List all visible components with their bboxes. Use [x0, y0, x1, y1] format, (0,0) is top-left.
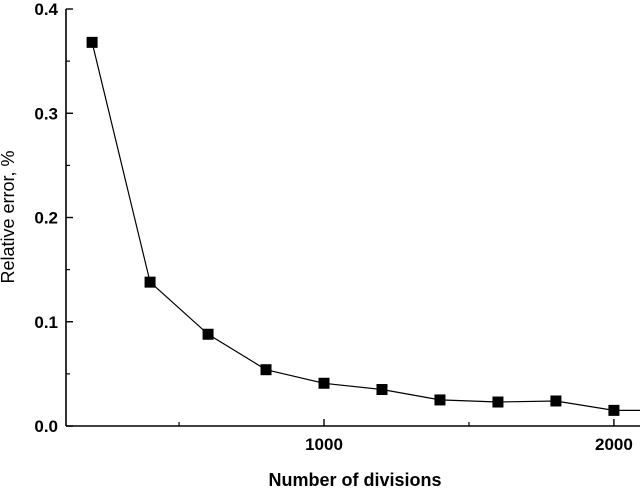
y-tick-label: 0.1 [34, 313, 58, 332]
data-point-marker [550, 395, 562, 407]
data-point-marker [86, 36, 98, 48]
x-tick-label: 1000 [305, 435, 343, 454]
series-polyline [91, 42, 640, 411]
data-point-marker [318, 377, 330, 389]
x-axis-title: Number of divisions [268, 470, 441, 490]
y-tick-label: 0.2 [34, 209, 58, 228]
data-point-marker [434, 394, 446, 406]
axes [65, 8, 640, 427]
x-tick-label: 2000 [595, 435, 633, 454]
tick-labels: 0.0 0.1 0.2 0.3 0.4 1000 2000 [34, 0, 632, 454]
data-point-marker [260, 364, 272, 376]
data-point-marker [202, 328, 214, 340]
y-tick-label: 0.0 [34, 417, 58, 436]
series-line [91, 42, 640, 411]
y-tick-label: 0.3 [34, 104, 58, 123]
data-points [86, 36, 620, 416]
data-point-marker [376, 384, 388, 396]
y-axis-title: Relative error, % [0, 150, 18, 283]
data-point-marker [608, 404, 620, 416]
y-tick-label: 0.4 [34, 0, 58, 19]
data-point-marker [144, 276, 156, 288]
data-point-marker [492, 396, 504, 408]
